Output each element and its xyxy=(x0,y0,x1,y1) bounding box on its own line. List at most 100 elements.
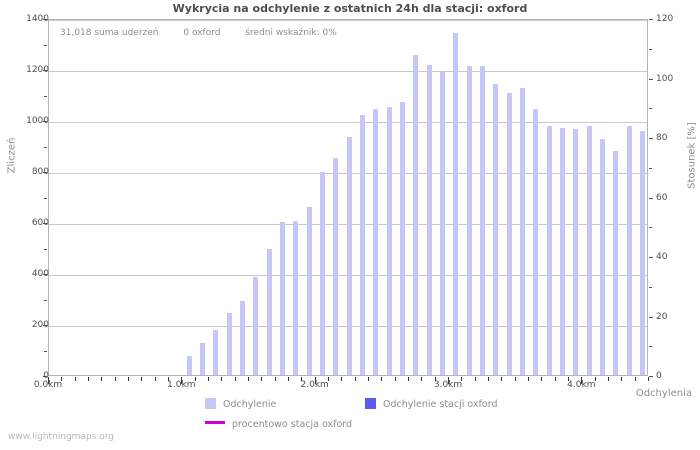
bar xyxy=(373,108,379,375)
y-tick-mark-right xyxy=(649,48,652,50)
bar xyxy=(439,71,445,375)
y-tick-mark-left xyxy=(44,299,47,301)
y-tick-label-right: 40 xyxy=(656,252,668,262)
x-tick-mark xyxy=(408,377,409,381)
x-tick-mark xyxy=(288,377,289,381)
y-tick-label-right: 100 xyxy=(656,73,674,84)
x-tick-mark xyxy=(448,377,449,384)
x-tick-mark xyxy=(568,377,569,381)
x-tick-mark xyxy=(394,377,396,381)
legend-label: Odchylenie xyxy=(223,399,277,410)
y-tick-label-left: 800 xyxy=(31,167,49,177)
x-tick-mark xyxy=(421,377,423,381)
y-tick-mark-right xyxy=(649,376,653,377)
bar xyxy=(626,126,632,375)
bar xyxy=(479,66,485,375)
x-tick-mark xyxy=(434,377,436,381)
x-tick-mark xyxy=(634,377,636,381)
y-tick-mark-right xyxy=(649,78,653,80)
x-tick-mark xyxy=(368,377,369,381)
bar xyxy=(533,108,539,375)
y-tick-label-right: 80 xyxy=(656,133,668,143)
x-tick-mark xyxy=(114,377,116,381)
x-tick-mark xyxy=(461,377,463,381)
bar xyxy=(546,126,552,375)
y-tick-mark-left xyxy=(44,248,47,250)
gridline xyxy=(49,122,647,123)
x-tick-mark xyxy=(208,377,209,381)
bar xyxy=(599,139,605,375)
y-tick-mark-right xyxy=(649,197,653,199)
x-tick-label: 1.0km xyxy=(167,380,196,390)
legend-swatch-icon xyxy=(205,398,216,409)
bar xyxy=(333,158,339,375)
x-tick-mark xyxy=(328,377,329,381)
legend: Odchylenie Odchylenie stacji oxford proc… xyxy=(0,392,700,432)
x-tick-mark xyxy=(354,377,356,381)
legend-swatch-icon xyxy=(365,398,376,409)
x-tick-mark xyxy=(274,377,276,381)
x-tick-mark xyxy=(154,377,156,381)
y-tick-mark-right xyxy=(649,227,652,229)
y-tick-label-right: 120 xyxy=(656,14,674,24)
bar xyxy=(239,301,245,375)
x-tick-mark xyxy=(608,377,609,381)
bar xyxy=(453,33,459,375)
x-tick-label: 0.0km xyxy=(33,380,63,390)
y-tick-mark-right xyxy=(649,108,652,110)
x-tick-mark xyxy=(194,377,196,381)
x-tick-mark xyxy=(88,377,89,381)
gridline xyxy=(49,20,647,21)
bar xyxy=(266,248,272,375)
x-tick-mark xyxy=(181,377,183,384)
y-tick-label-left: 400 xyxy=(31,269,49,279)
y-tick-label-left: 0 xyxy=(43,371,49,381)
y-tick-mark-right xyxy=(649,138,653,139)
legend-item-odchylenie-stacji[interactable]: Odchylenie stacji oxford xyxy=(365,392,497,411)
y-tick-mark-left xyxy=(43,274,47,275)
x-tick-mark xyxy=(234,377,236,381)
x-tick-mark xyxy=(381,377,383,381)
x-tick-mark xyxy=(621,377,623,381)
bar xyxy=(426,65,432,375)
bar xyxy=(346,136,352,375)
y-tick-mark-left xyxy=(43,376,47,377)
x-tick-mark xyxy=(474,377,476,381)
x-tick-label: 4.0km xyxy=(567,380,596,390)
y-tick-label-left: 1400 xyxy=(26,14,49,24)
legend-line-icon xyxy=(205,421,225,424)
y-tick-mark-left xyxy=(43,172,47,173)
x-tick-mark xyxy=(501,377,503,381)
y-tick-mark-left xyxy=(44,350,47,352)
x-tick-mark xyxy=(74,377,76,381)
y-tick-label-right: 0 xyxy=(656,371,662,381)
y-axis-label-left: Zliczeń xyxy=(6,137,18,174)
x-axis-label: Odchylenia xyxy=(635,388,692,399)
legend-label: procentowo stacja oxford xyxy=(232,419,353,430)
y-tick-label-right: 60 xyxy=(656,192,668,203)
x-tick-mark xyxy=(514,377,516,381)
gridline xyxy=(49,71,647,72)
x-tick-mark xyxy=(48,377,49,384)
bar xyxy=(319,172,325,375)
x-tick-mark xyxy=(141,377,143,381)
bar xyxy=(213,330,219,375)
x-tick-mark xyxy=(248,377,249,381)
y-tick-label-left: 200 xyxy=(31,320,49,330)
y-axis-label-right: Stosunek [%] xyxy=(686,122,698,189)
y-tick-label-left: 600 xyxy=(31,218,49,228)
bar xyxy=(559,127,565,375)
bar xyxy=(613,150,619,375)
bar xyxy=(399,102,405,375)
legend-item-procentowo[interactable]: procentowo stacja oxford xyxy=(205,412,352,431)
bar xyxy=(186,355,192,375)
bar xyxy=(199,343,205,375)
legend-item-odchylenie[interactable]: Odchylenie xyxy=(205,392,276,411)
bar xyxy=(359,114,365,375)
bar xyxy=(506,93,512,375)
bar xyxy=(573,128,579,375)
stats-line: 31,018 suma uderzeń 0 oxford średni wska… xyxy=(60,28,337,38)
x-tick-mark xyxy=(101,377,103,381)
y-tick-mark-right xyxy=(649,286,652,288)
bar xyxy=(306,206,312,375)
